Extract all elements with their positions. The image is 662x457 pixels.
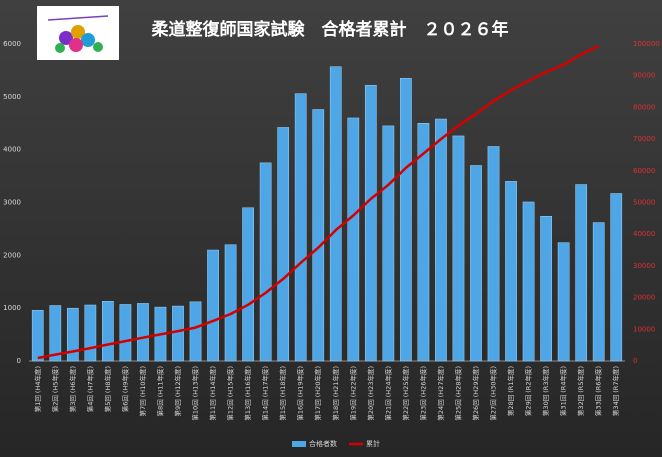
x-tick-label: 第28回 (R1年度) (506, 366, 515, 416)
x-tick-label: 第23回 (H26年度) (418, 366, 427, 421)
bar (189, 301, 202, 362)
y2-tick-label: 40000 (633, 230, 655, 238)
x-tick-label: 第25回 (H28年度) (453, 366, 462, 421)
x-tick-label: 第15回 (H18年度) (278, 366, 287, 421)
x-tick-label: 第19回 (H22年度) (348, 366, 357, 421)
y2-tick-label: 60000 (633, 167, 655, 175)
x-tick-label: 第1回 (H4年度) (33, 366, 42, 412)
bar (137, 303, 149, 362)
bar (119, 304, 132, 362)
x-tick-label: 第14回 (H17年度) (261, 366, 270, 421)
x-tick-label: 第20回 (H23年度) (366, 366, 375, 421)
bar (505, 181, 517, 362)
y2-tick-label: 100000 (633, 40, 660, 48)
legend-label: 合格者数 (309, 439, 337, 448)
y-tick-label: 4000 (3, 146, 21, 154)
x-tick-label: 第2回 (H5年度) (50, 366, 59, 412)
y2-tick-label: 80000 (633, 103, 655, 111)
bar (470, 165, 482, 362)
bar (382, 125, 395, 362)
bar (435, 118, 447, 362)
x-tick-label: 第30回 (R3年度) (541, 366, 550, 416)
x-tick-label: 第27回 (H30年度) (489, 366, 498, 421)
legend-label: 累計 (366, 439, 380, 448)
legend-swatch (292, 441, 306, 447)
x-tick-label: 第12回 (H15年度) (226, 366, 235, 421)
y2-tick-label: 90000 (633, 72, 655, 80)
bar (540, 215, 552, 362)
bar (312, 109, 325, 362)
chart-title: 柔道整復師国家試験 合格者累計 ２０２６年 (152, 19, 509, 40)
bar (522, 201, 535, 362)
y-tick-label: 3000 (3, 199, 21, 207)
x-tick-label: 第8回 (H11年度) (155, 366, 164, 416)
x-tick-label: 第13回 (H16年度) (243, 366, 252, 421)
bar (207, 249, 219, 362)
bar (592, 222, 605, 362)
y2-tick-label: 10000 (633, 325, 655, 333)
bar (557, 242, 570, 362)
x-tick-label: 第33回 (R6年度) (594, 366, 603, 416)
x-tick-label: 第18回 (H21年度) (331, 366, 340, 421)
bar (400, 78, 412, 362)
x-tick-label: 第31回 (R4年度) (559, 366, 568, 416)
x-tick-label: 第26回 (H29年度) (471, 366, 480, 421)
x-tick-label: 第22回 (H25年度) (401, 366, 410, 421)
bar (242, 207, 254, 362)
x-tick-label: 第7回 (H10年度) (138, 366, 147, 416)
x-tick-label: 第10回 (H13年度) (191, 366, 200, 421)
x-tick-label: 第5回 (H8年度) (103, 366, 112, 412)
y2-tick-label: 30000 (633, 262, 655, 270)
bar (259, 162, 272, 362)
bar (294, 93, 307, 362)
bar (84, 304, 97, 362)
bar (224, 244, 237, 362)
bar (172, 305, 184, 362)
x-tick-label: 第21回 (H24年度) (383, 366, 392, 421)
x-tick-label: 第4回 (H7年度) (85, 366, 94, 412)
bar (347, 117, 360, 362)
bar (417, 123, 430, 362)
bar (575, 184, 588, 362)
bar (66, 307, 79, 362)
bar (452, 135, 465, 362)
bar (49, 305, 62, 362)
y-tick-label: 5000 (3, 93, 21, 101)
x-tick-label: 第9回 (H12年度) (173, 366, 182, 416)
bar (31, 310, 44, 362)
bar (329, 66, 342, 362)
y-tick-label: 6000 (3, 40, 21, 48)
x-tick-label: 第34回 (R7年度) (611, 366, 620, 416)
bar (277, 127, 290, 362)
y-tick-label: 0 (17, 357, 21, 365)
x-tick-label: 第29回 (R2年度) (524, 366, 533, 416)
x-tick-label: 第3回 (H6年度) (68, 366, 77, 412)
bar (364, 84, 377, 362)
x-tick-label: 第16回 (H19年度) (296, 366, 305, 421)
y-tick-label: 1000 (3, 304, 21, 312)
logo (37, 6, 119, 60)
y2-tick-label: 70000 (633, 135, 655, 143)
bar (487, 146, 500, 362)
line (37, 44, 600, 360)
bar (610, 193, 623, 362)
x-tick-label: 第24回 (H27年度) (436, 366, 445, 421)
bar (102, 301, 114, 362)
x-tick-label: 第32回 (R5年度) (576, 366, 585, 416)
x-tick-label: 第11回 (H14年度) (208, 366, 217, 421)
y2-tick-label: 20000 (633, 294, 655, 302)
y2-tick-label: 50000 (633, 199, 655, 207)
x-tick-label: 第6回 (H9年度) (120, 366, 129, 412)
x-tick-label: 第17回 (H20年度) (313, 366, 322, 421)
y2-tick-label: 0 (633, 357, 637, 365)
y-tick-label: 2000 (3, 251, 21, 259)
